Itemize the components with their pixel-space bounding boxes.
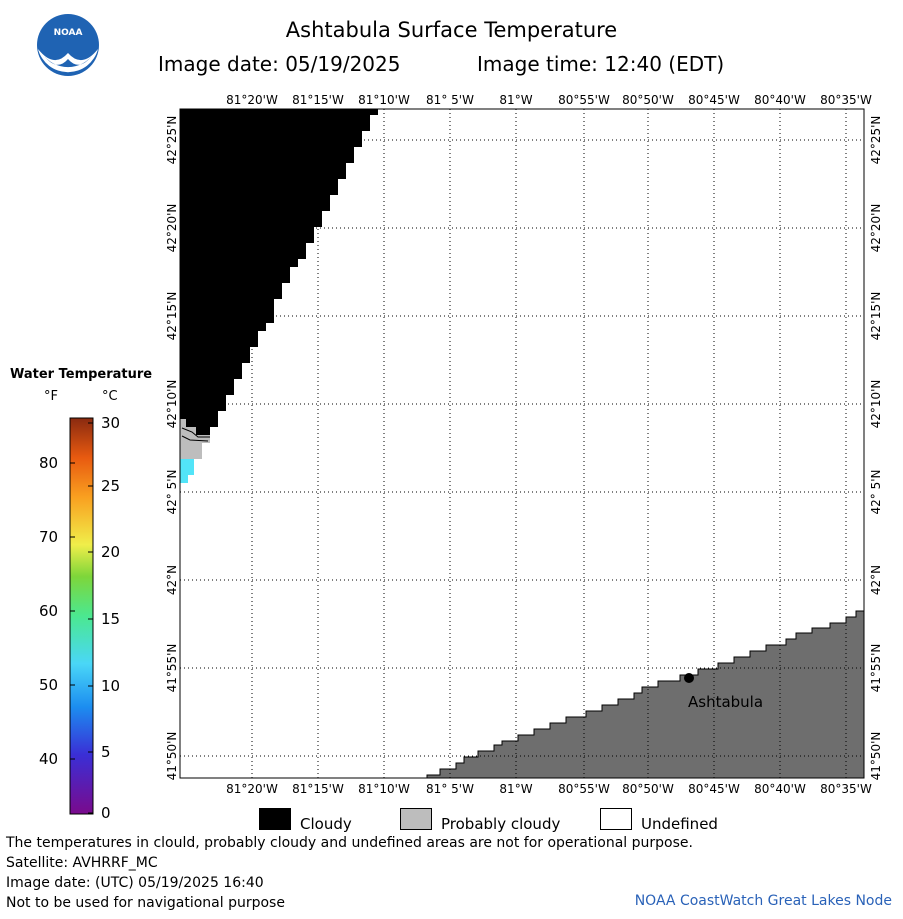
longitude-label: 80°45'W [688,93,740,107]
latitude-label: 42°N [165,565,179,595]
longitude-label: 81° 5'W [426,782,474,796]
fahrenheit-tick-label: 50 [39,676,59,694]
latitude-label: 42° 5'N [165,470,179,515]
cloudy-swatch [259,808,291,830]
longitude-label: 81°15'W [292,93,344,107]
utc-date-text: Image date: (UTC) 05/19/2025 16:40 [6,875,264,891]
probably-cloudy-swatch [400,808,432,830]
noaa-logo-text: NOAA [54,28,83,38]
longitude-label: 80°40'W [754,782,806,796]
noaa-logo: NOAA [37,14,99,76]
probably-cloudy-label: Probably cloudy [441,815,561,833]
longitude-label: 81°W [499,782,532,796]
celsius-tick-label: 10 [101,677,121,695]
longitude-label: 81°20'W [226,782,278,796]
cloudy-label: Cloudy [300,815,352,833]
longitude-label: 80°55'W [558,93,610,107]
legend-unit-c: °C [102,389,118,404]
contour-line [181,435,209,442]
image-date: Image date: 05/19/2025 [158,52,401,76]
ashtabula-label: Ashtabula [688,693,763,711]
fahrenheit-tick-label: 60 [39,602,59,620]
longitude-label: 81° 5'W [426,93,474,107]
land-area [426,610,865,779]
fahrenheit-tick-label: 80 [39,454,59,472]
latitude-label: 41°50'N [165,732,179,781]
celsius-tick-label: 0 [101,804,111,822]
probably-cloudy-area [180,419,210,459]
latitude-label: 42°10'N [869,380,883,429]
latitude-label: 41°50'N [869,732,883,781]
ashtabula-marker [684,673,694,683]
temperature-color-bar [69,417,94,815]
image-time: Image time: 12:40 (EDT) [477,52,725,76]
celsius-tick-label: 5 [101,743,111,761]
undefined-label: Undefined [641,815,718,833]
map-frame [179,108,865,779]
legend-title: Water Temperature [10,367,153,382]
longitude-label: 81°W [499,93,532,107]
navigation-warning: Not to be used for navigational purpose [6,895,285,911]
latitude-label: 41°55'N [869,644,883,693]
map-title: Ashtabula Surface Temperature [285,18,618,42]
longitude-label: 80°55'W [558,782,610,796]
celsius-tick-label: 20 [101,543,121,561]
latitude-label: 41°55'N [165,644,179,693]
celsius-tick-label: 25 [101,477,121,495]
longitude-label: 80°40'W [754,93,806,107]
fahrenheit-tick-label: 40 [39,750,59,768]
latitude-label: 42°20'N [869,204,883,253]
cloudy-area [180,109,378,435]
longitude-label: 81°20'W [226,93,278,107]
longitude-label: 80°35'W [820,93,872,107]
legend-unit-f: °F [44,389,58,404]
longitude-label: 81°10'W [358,93,410,107]
latitude-label: 42°25'N [165,116,179,165]
disclaimer-text: The temperatures in clould, probably clo… [6,835,693,851]
latitude-label: 42°10'N [165,380,179,429]
longitude-label: 80°50'W [622,93,674,107]
longitude-label: 81°15'W [292,782,344,796]
celsius-tick-label: 15 [101,610,121,628]
latitude-label: 42°25'N [869,116,883,165]
longitude-label: 80°45'W [688,782,740,796]
latitude-label: 42°15'N [869,292,883,341]
latitude-label: 42° 5'N [869,470,883,515]
latitude-label: 42°20'N [165,204,179,253]
celsius-tick-label: 30 [101,414,121,432]
water-temperature-patch [180,459,194,483]
latitude-label: 42°15'N [165,292,179,341]
contour-line [181,427,210,438]
fahrenheit-tick-label: 70 [39,528,59,546]
longitude-label: 80°35'W [820,782,872,796]
latitude-label: 42°N [869,565,883,595]
undefined-swatch [600,808,632,830]
satellite-text: Satellite: AVHRRF_MC [6,855,158,871]
longitude-label: 80°50'W [622,782,674,796]
credit-text: NOAA CoastWatch Great Lakes Node [634,893,892,909]
longitude-label: 81°10'W [358,782,410,796]
